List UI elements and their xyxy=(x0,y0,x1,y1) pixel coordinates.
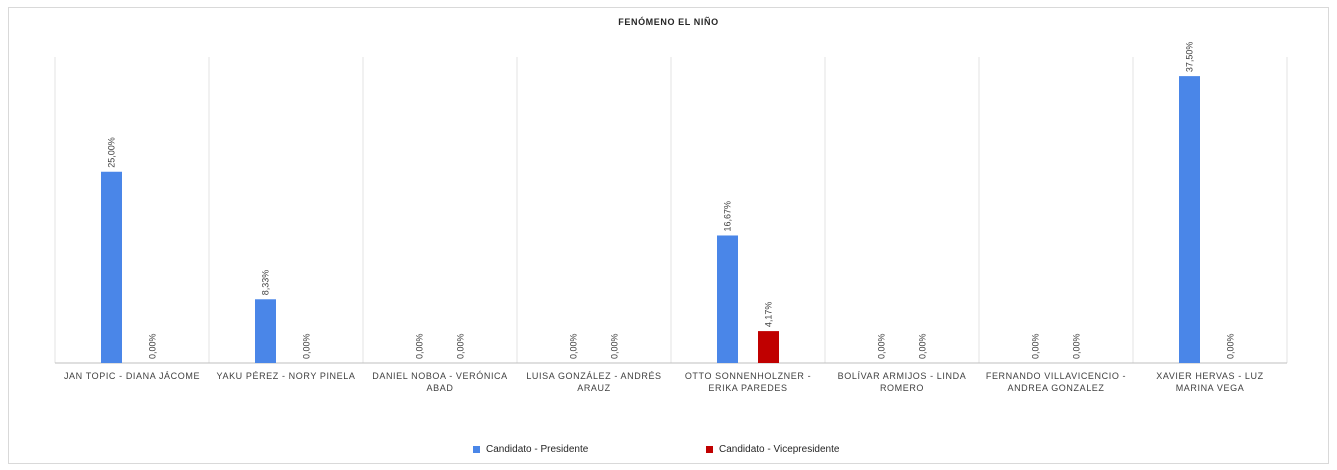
legend-label-vicepresidente: Candidato - Vicepresidente xyxy=(719,444,840,455)
data-label: 0,00% xyxy=(456,333,466,359)
legend-item-vicepresidente: Candidato - Vicepresidente xyxy=(706,444,839,455)
data-label: 8,33% xyxy=(261,270,271,296)
bar-presidente xyxy=(255,299,276,363)
category-label: ABAD xyxy=(427,383,454,393)
data-label: 16,67% xyxy=(723,201,733,232)
legend-swatch-presidente xyxy=(473,446,480,453)
bar-presidente xyxy=(717,235,738,363)
category-label: MARINA VEGA xyxy=(1176,383,1245,393)
data-label: 0,00% xyxy=(302,333,312,359)
data-label: 0,00% xyxy=(877,333,887,359)
data-label: 37,50% xyxy=(1185,42,1195,73)
data-label: 0,00% xyxy=(415,333,425,359)
data-label: 4,17% xyxy=(764,302,774,328)
data-label: 0,00% xyxy=(569,333,579,359)
legend-item-presidente: Candidato - Presidente xyxy=(473,444,588,455)
data-label: 25,00% xyxy=(107,137,117,168)
category-label: ERIKA PAREDES xyxy=(708,383,787,393)
category-label: DANIEL NOBOA - VERÓNICA xyxy=(372,371,508,381)
chart-frame xyxy=(8,7,1329,464)
bar-vicepresidente xyxy=(758,331,779,363)
category-label: JAN TOPIC - DIANA JÁCOME xyxy=(64,371,200,381)
category-label: YAKU PÉREZ - NORY PINELA xyxy=(217,371,356,381)
data-label: 0,00% xyxy=(1072,333,1082,359)
category-label: XAVIER HERVAS - LUZ xyxy=(1156,371,1263,381)
category-label: FERNANDO VILLAVICENCIO - xyxy=(986,371,1126,381)
bar-presidente xyxy=(101,171,122,363)
category-label: ARAUZ xyxy=(577,383,611,393)
data-label: 0,00% xyxy=(1031,333,1041,359)
category-label: LUISA GONZÁLEZ - ANDRÉS xyxy=(526,371,661,381)
category-label: BOLÍVAR ARMIJOS - LINDA xyxy=(838,371,967,381)
category-label: ROMERO xyxy=(880,383,924,393)
category-label: ANDREA GONZALEZ xyxy=(1007,383,1104,393)
data-label: 0,00% xyxy=(1226,333,1236,359)
data-label: 0,00% xyxy=(610,333,620,359)
legend-swatch-vicepresidente xyxy=(706,446,713,453)
chart-legend: Candidato - Presidente Candidato - Vicep… xyxy=(0,444,1337,458)
bar-chart: 25,00% 0,00% JAN TOPIC - DIANA JÁCOME 8,33%… xyxy=(54,42,1288,393)
bar-presidente xyxy=(1179,76,1200,363)
chart-title: FENÓMENO EL NIÑO xyxy=(618,17,719,27)
legend-label-presidente: Candidato - Presidente xyxy=(486,444,589,455)
data-label: 0,00% xyxy=(918,333,928,359)
category-label: OTTO SONNENHOLZNER - xyxy=(685,371,811,381)
data-label: 0,00% xyxy=(148,333,158,359)
